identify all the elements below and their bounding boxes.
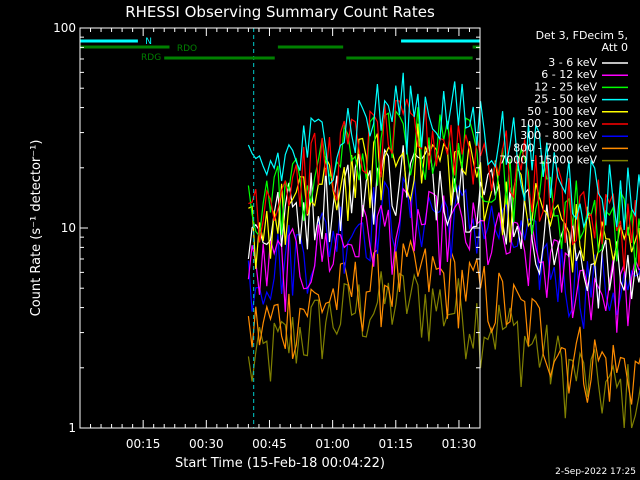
x-tick-label: 00:15 bbox=[126, 437, 161, 451]
y-tick-label: 10 bbox=[61, 221, 76, 235]
series-line bbox=[247, 175, 640, 329]
legend-label: 3 - 6 keV bbox=[548, 56, 597, 69]
legend-label: 25 - 50 keV bbox=[534, 93, 597, 106]
legend-label: 7000 - 15000 keV bbox=[499, 154, 597, 167]
x-tick-label: 01:30 bbox=[442, 437, 477, 451]
x-tick-label: 01:00 bbox=[315, 437, 350, 451]
series-line bbox=[247, 143, 640, 309]
x-axis-label: Start Time (15-Feb-18 00:04:22) bbox=[175, 456, 385, 471]
flag-label: RDG bbox=[141, 53, 161, 63]
date-stamp: 2-Sep-2022 17:25 bbox=[555, 467, 636, 477]
y-axis-label: Count Rate (s⁻¹ detector⁻¹) bbox=[29, 140, 44, 317]
legend-label: 12 - 25 keV bbox=[534, 80, 597, 93]
legend-label: 100 - 300 keV bbox=[520, 117, 597, 130]
y-tick-label: 1 bbox=[68, 421, 76, 435]
legend-label: 50 - 100 keV bbox=[527, 105, 597, 118]
flag-label: RDO bbox=[177, 44, 197, 54]
series-line bbox=[247, 72, 640, 231]
series-line bbox=[247, 238, 640, 405]
legend-subtitle: Att 0 bbox=[602, 41, 628, 54]
flag-label: N bbox=[145, 37, 152, 47]
x-tick-label: 01:15 bbox=[378, 437, 413, 451]
x-axis: 00:15 00:30 00:45 01:00 01:15 01:30 bbox=[126, 437, 476, 451]
series-line bbox=[247, 187, 640, 333]
chart-title: RHESSI Observing Summary Count Rates bbox=[125, 3, 435, 21]
legend-label: 300 - 800 keV bbox=[520, 129, 597, 142]
y-axis: 1 10 100 bbox=[53, 21, 76, 435]
series-line bbox=[248, 123, 640, 273]
x-tick-label: 00:45 bbox=[252, 437, 287, 451]
series-line bbox=[248, 98, 640, 272]
legend-label: 800 - 7000 keV bbox=[513, 141, 597, 154]
legend-title: Det 3, FDecim 5, bbox=[536, 29, 628, 42]
legend-label: 6 - 12 keV bbox=[541, 68, 597, 81]
axis-ticks bbox=[79, 27, 481, 429]
x-tick-label: 00:30 bbox=[189, 437, 224, 451]
y-tick-label: 100 bbox=[53, 21, 76, 35]
series-line bbox=[247, 107, 640, 272]
